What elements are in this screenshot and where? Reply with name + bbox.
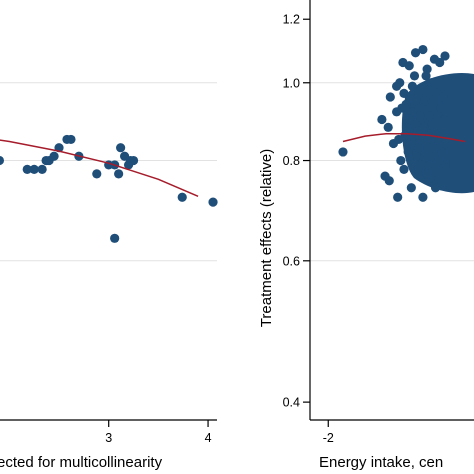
- right-data-point: [404, 61, 414, 71]
- right-data-point: [405, 114, 415, 125]
- right-data-point: [392, 107, 402, 117]
- right-data-point: [406, 183, 416, 193]
- right-data-point: [420, 96, 430, 106]
- right-data-point: [423, 134, 433, 145]
- right-data-point: [403, 147, 413, 157]
- left-data-point: [29, 164, 39, 174]
- right-data-point: [427, 147, 437, 157]
- left-data-point: [208, 197, 218, 207]
- right-data-point: [409, 130, 420, 140]
- right-y-tick-label: 0.6: [283, 254, 300, 268]
- left-data-point: [49, 151, 59, 161]
- right-data-point: [385, 92, 395, 102]
- right-data-point: [396, 155, 406, 166]
- right-y-tick-label: 1.0: [283, 76, 300, 90]
- right-data-point: [422, 64, 432, 74]
- right-x-axis-title: Energy intake, cen: [319, 454, 443, 471]
- right-data-point: [441, 160, 451, 170]
- right-data-point: [415, 111, 425, 121]
- right-data-point: [399, 88, 409, 98]
- right-data-point: [441, 107, 451, 117]
- right-data-point: [440, 114, 450, 125]
- right-data-point: [338, 147, 348, 157]
- left-x-axis-title: ected for multicollinearity: [0, 454, 163, 471]
- right-data-point: [440, 51, 450, 61]
- right-data-point: [418, 192, 428, 202]
- right-data-point: [410, 48, 421, 58]
- left-data-point: [92, 169, 102, 179]
- left-data-point: [114, 169, 124, 179]
- right-data-point: [418, 44, 428, 55]
- right-data-point: [393, 192, 403, 202]
- left-data-point: [22, 164, 32, 174]
- right-data-point: [414, 143, 424, 153]
- right-data-point: [395, 78, 405, 88]
- right-y-tick-label: 0.8: [283, 154, 300, 168]
- right-data-point: [394, 134, 404, 145]
- right-data-point: [421, 71, 431, 81]
- right-data-point: [416, 85, 426, 95]
- right-data-point: [428, 122, 439, 132]
- left-data-point: [116, 143, 126, 153]
- left-data-point: [0, 155, 5, 166]
- right-data-point: [434, 155, 444, 166]
- right-data-point: [402, 122, 412, 132]
- left-x-tick-label: 3: [105, 431, 112, 445]
- right-data-point: [419, 122, 429, 132]
- right-chart-panel: 0.4 0.6 0.8 1.0 1.2 -2: [283, 0, 474, 445]
- right-data-point: [407, 81, 417, 91]
- right-data-point: [422, 169, 432, 179]
- right-data-point: [424, 111, 434, 121]
- right-data-point: [399, 164, 409, 174]
- right-data-point: [383, 122, 393, 132]
- right-data-point: [430, 183, 441, 193]
- right-data-point: [438, 92, 448, 102]
- right-data-point: [410, 96, 421, 106]
- right-data-point: [424, 160, 434, 170]
- right-y-tick-label: 1.2: [283, 13, 300, 27]
- right-x-tick-label: -2: [323, 431, 334, 445]
- right-data-point: [409, 71, 420, 81]
- left-data-point: [110, 233, 120, 243]
- left-x-tick-label: 4: [205, 431, 212, 445]
- right-fit-line: [342, 132, 466, 143]
- right-data-point: [435, 57, 445, 68]
- right-data-point: [426, 78, 436, 88]
- right-data-point: [411, 151, 422, 161]
- right-y-axis-title: Treatment effects (relative): [258, 149, 275, 327]
- right-data-point: [437, 147, 447, 157]
- right-y-tick-label: 0.4: [283, 396, 300, 410]
- left-data-point: [37, 164, 47, 174]
- right-data-point: [377, 114, 387, 125]
- left-data-point: [177, 192, 187, 202]
- right-data-point: [413, 164, 423, 174]
- left-data-point: [66, 134, 76, 145]
- left-data-point: [128, 155, 139, 166]
- right-data-point: [384, 176, 394, 186]
- left-fit-line: [0, 139, 199, 197]
